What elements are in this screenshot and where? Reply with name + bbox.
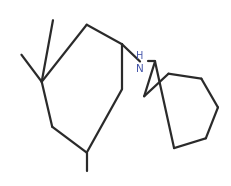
Text: N: N <box>136 64 143 74</box>
Text: H: H <box>136 51 143 61</box>
